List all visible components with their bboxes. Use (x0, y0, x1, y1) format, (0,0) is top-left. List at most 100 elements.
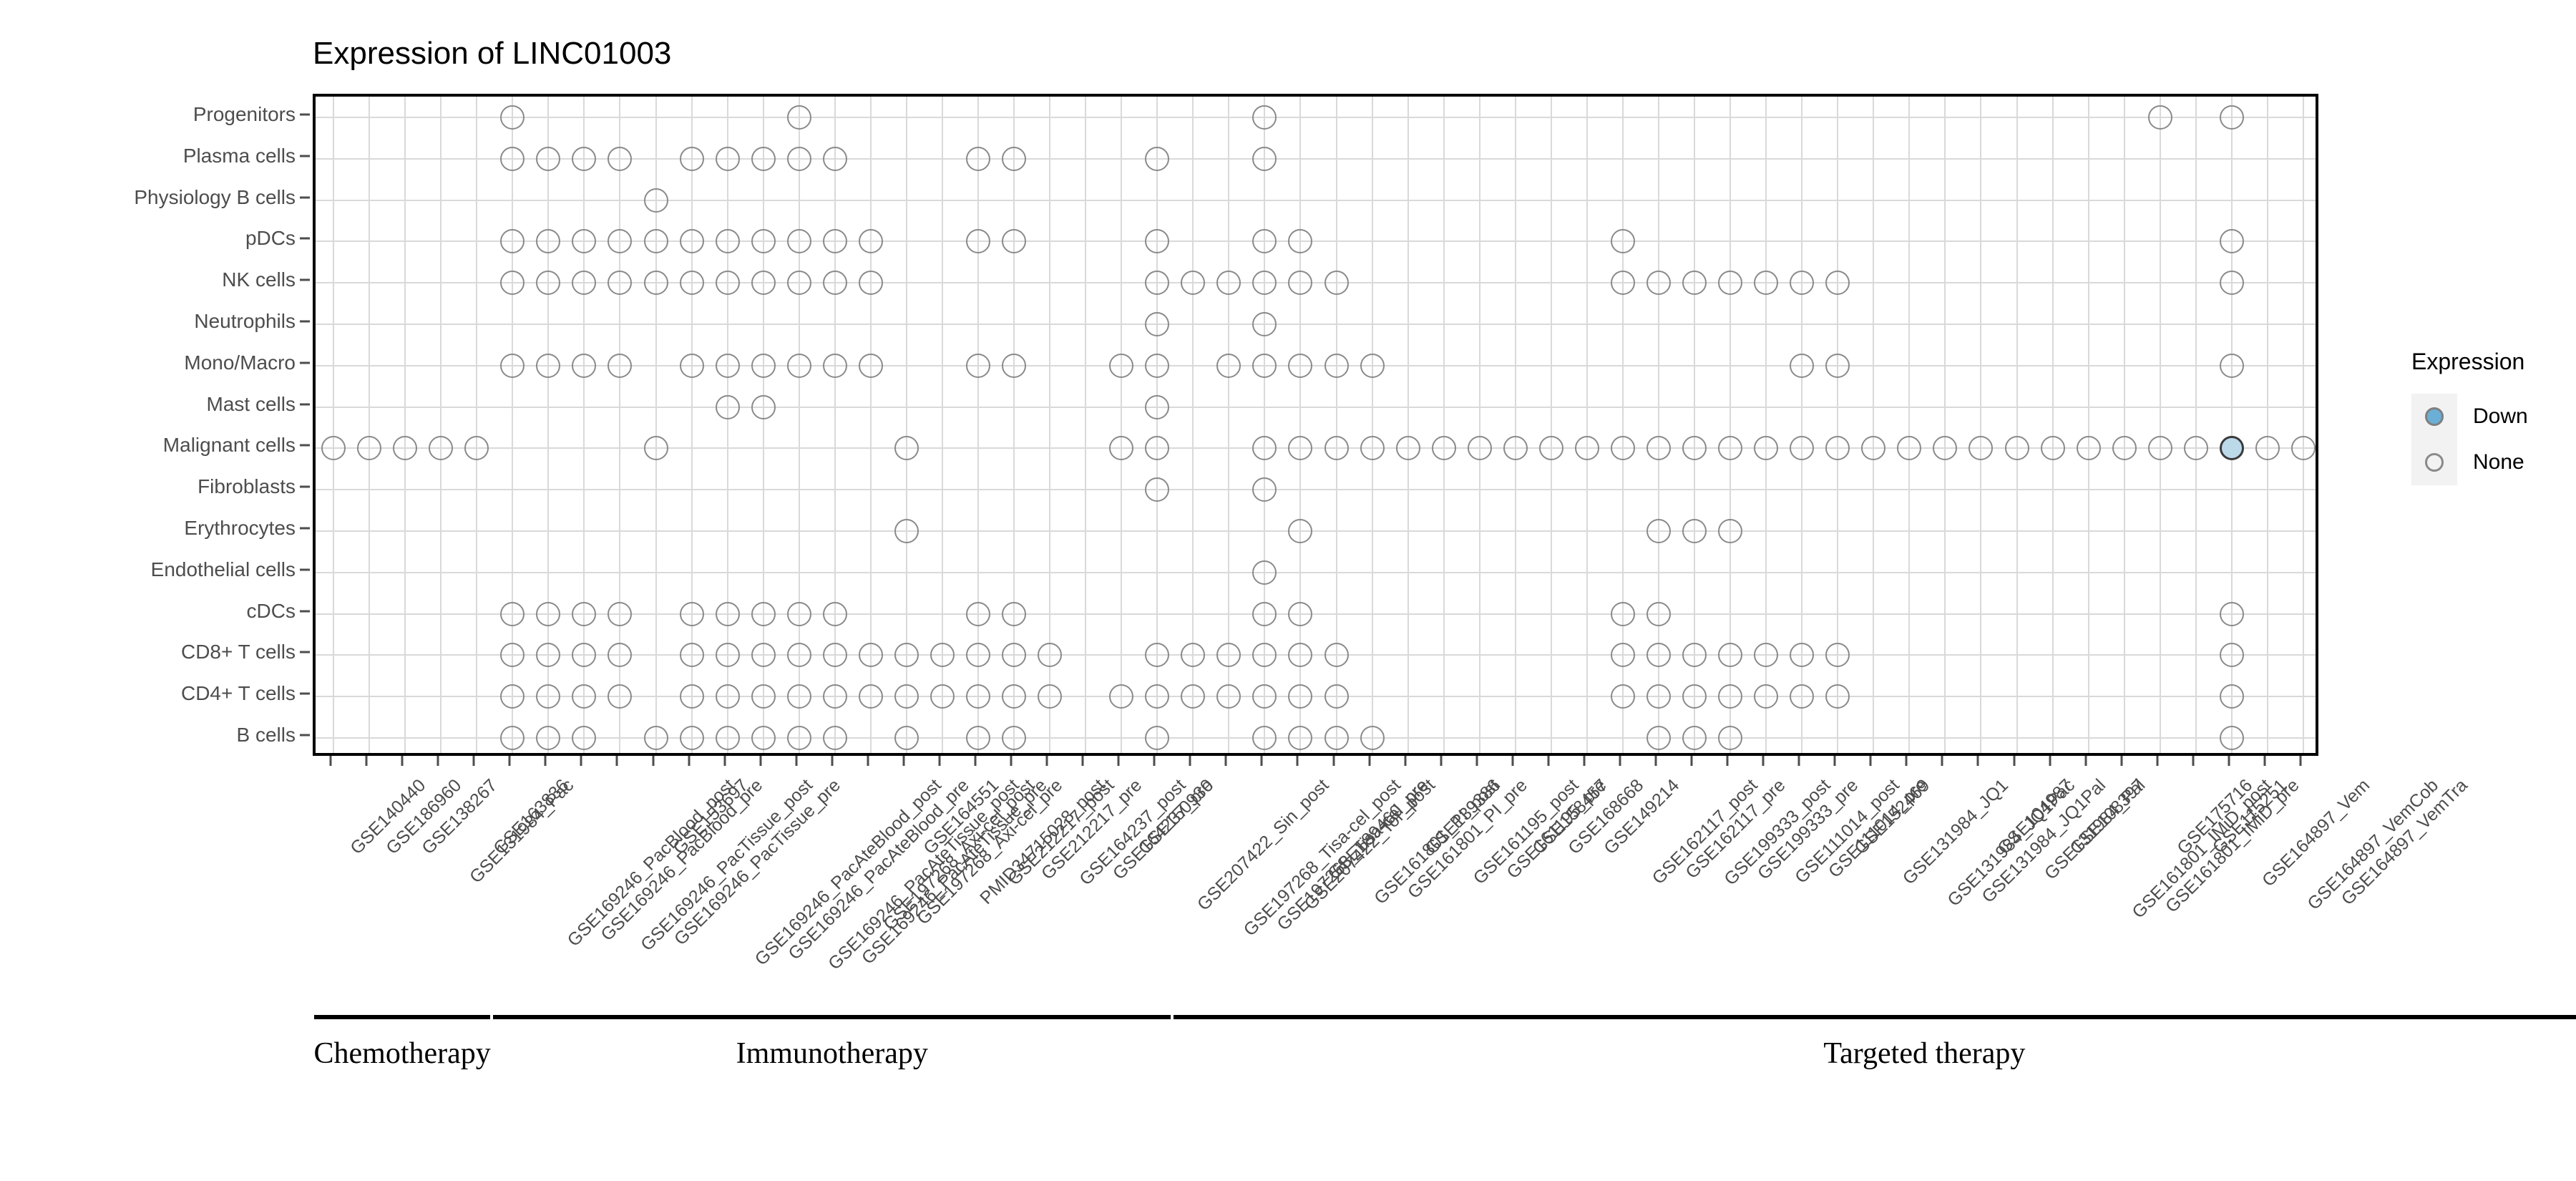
expression-dot[interactable] (715, 271, 740, 296)
expression-dot[interactable] (751, 271, 776, 296)
expression-dot[interactable] (1574, 436, 1599, 461)
expression-dot[interactable] (786, 353, 811, 378)
expression-dot[interactable] (1933, 436, 1958, 461)
expression-dot[interactable] (858, 229, 883, 254)
expression-dot[interactable] (786, 105, 811, 130)
expression-dot[interactable] (1718, 519, 1743, 544)
expression-dot[interactable] (1395, 436, 1420, 461)
expression-dot[interactable] (643, 271, 668, 296)
expression-dot[interactable] (1682, 519, 1707, 544)
expression-dot[interactable] (536, 229, 561, 254)
expression-dot[interactable] (1288, 353, 1313, 378)
expression-dot[interactable] (1825, 643, 1850, 668)
expression-dot[interactable] (1754, 643, 1779, 668)
expression-dot[interactable] (894, 726, 919, 751)
expression-dot[interactable] (1181, 643, 1206, 668)
expression-dot[interactable] (1324, 643, 1349, 668)
expression-dot[interactable] (643, 188, 668, 213)
legend-item[interactable]: None (2411, 439, 2576, 485)
expression-dot[interactable] (1324, 684, 1349, 709)
expression-dot[interactable] (786, 229, 811, 254)
expression-dot[interactable] (1897, 436, 1922, 461)
expression-dot[interactable] (536, 353, 561, 378)
expression-dot[interactable] (536, 643, 561, 668)
expression-dot[interactable] (1252, 684, 1277, 709)
expression-dot[interactable] (1002, 684, 1027, 709)
expression-dot[interactable] (965, 684, 990, 709)
expression-dot[interactable] (1145, 436, 1170, 461)
expression-dot[interactable] (822, 353, 847, 378)
expression-dot[interactable] (2219, 436, 2244, 461)
expression-dot[interactable] (1252, 601, 1277, 626)
expression-dot[interactable] (1288, 643, 1313, 668)
expression-dot[interactable] (679, 643, 704, 668)
expression-dot[interactable] (643, 436, 668, 461)
expression-dot[interactable] (464, 436, 489, 461)
expression-dot[interactable] (572, 353, 597, 378)
expression-dot[interactable] (1431, 436, 1456, 461)
expression-dot[interactable] (1503, 436, 1528, 461)
expression-dot[interactable] (2219, 105, 2244, 130)
expression-dot[interactable] (608, 229, 633, 254)
expression-dot[interactable] (1682, 726, 1707, 751)
expression-dot[interactable] (1002, 229, 1027, 254)
expression-dot[interactable] (1145, 684, 1170, 709)
expression-dot[interactable] (1646, 726, 1671, 751)
expression-dot[interactable] (715, 353, 740, 378)
expression-dot[interactable] (1754, 271, 1779, 296)
expression-dot[interactable] (1646, 601, 1671, 626)
expression-dot[interactable] (1252, 643, 1277, 668)
expression-dot[interactable] (751, 643, 776, 668)
expression-dot[interactable] (2219, 271, 2244, 296)
expression-dot[interactable] (894, 519, 919, 544)
expression-dot[interactable] (572, 601, 597, 626)
expression-dot[interactable] (608, 271, 633, 296)
expression-dot[interactable] (894, 436, 919, 461)
expression-dot[interactable] (608, 146, 633, 171)
expression-dot[interactable] (1646, 271, 1671, 296)
expression-dot[interactable] (2147, 105, 2172, 130)
expression-dot[interactable] (1610, 229, 1635, 254)
expression-dot[interactable] (2219, 643, 2244, 668)
expression-dot[interactable] (500, 684, 525, 709)
expression-dot[interactable] (1216, 684, 1241, 709)
expression-dot[interactable] (1002, 601, 1027, 626)
expression-dot[interactable] (1288, 271, 1313, 296)
expression-dot[interactable] (965, 353, 990, 378)
expression-dot[interactable] (822, 684, 847, 709)
expression-dot[interactable] (1682, 643, 1707, 668)
expression-dot[interactable] (2290, 436, 2316, 461)
expression-dot[interactable] (500, 353, 525, 378)
expression-dot[interactable] (751, 684, 776, 709)
expression-dot[interactable] (1252, 477, 1277, 502)
expression-dot[interactable] (1252, 353, 1277, 378)
expression-dot[interactable] (1252, 271, 1277, 296)
expression-dot[interactable] (321, 436, 346, 461)
expression-dot[interactable] (1825, 353, 1850, 378)
expression-dot[interactable] (2183, 436, 2208, 461)
expression-dot[interactable] (965, 643, 990, 668)
expression-dot[interactable] (608, 353, 633, 378)
expression-dot[interactable] (858, 643, 883, 668)
expression-dot[interactable] (1790, 643, 1815, 668)
expression-dot[interactable] (1002, 146, 1027, 171)
expression-dot[interactable] (2112, 436, 2137, 461)
expression-dot[interactable] (1288, 601, 1313, 626)
expression-dot[interactable] (1360, 726, 1385, 751)
expression-dot[interactable] (751, 601, 776, 626)
expression-dot[interactable] (1360, 436, 1385, 461)
expression-dot[interactable] (536, 271, 561, 296)
expression-dot[interactable] (930, 643, 955, 668)
expression-dot[interactable] (1145, 229, 1170, 254)
expression-dot[interactable] (1646, 643, 1671, 668)
expression-dot[interactable] (822, 601, 847, 626)
expression-dot[interactable] (2219, 601, 2244, 626)
expression-dot[interactable] (500, 601, 525, 626)
expression-dot[interactable] (1646, 519, 1671, 544)
expression-dot[interactable] (643, 229, 668, 254)
expression-dot[interactable] (715, 684, 740, 709)
expression-dot[interactable] (679, 353, 704, 378)
expression-dot[interactable] (822, 146, 847, 171)
expression-dot[interactable] (1324, 271, 1349, 296)
expression-dot[interactable] (1754, 436, 1779, 461)
